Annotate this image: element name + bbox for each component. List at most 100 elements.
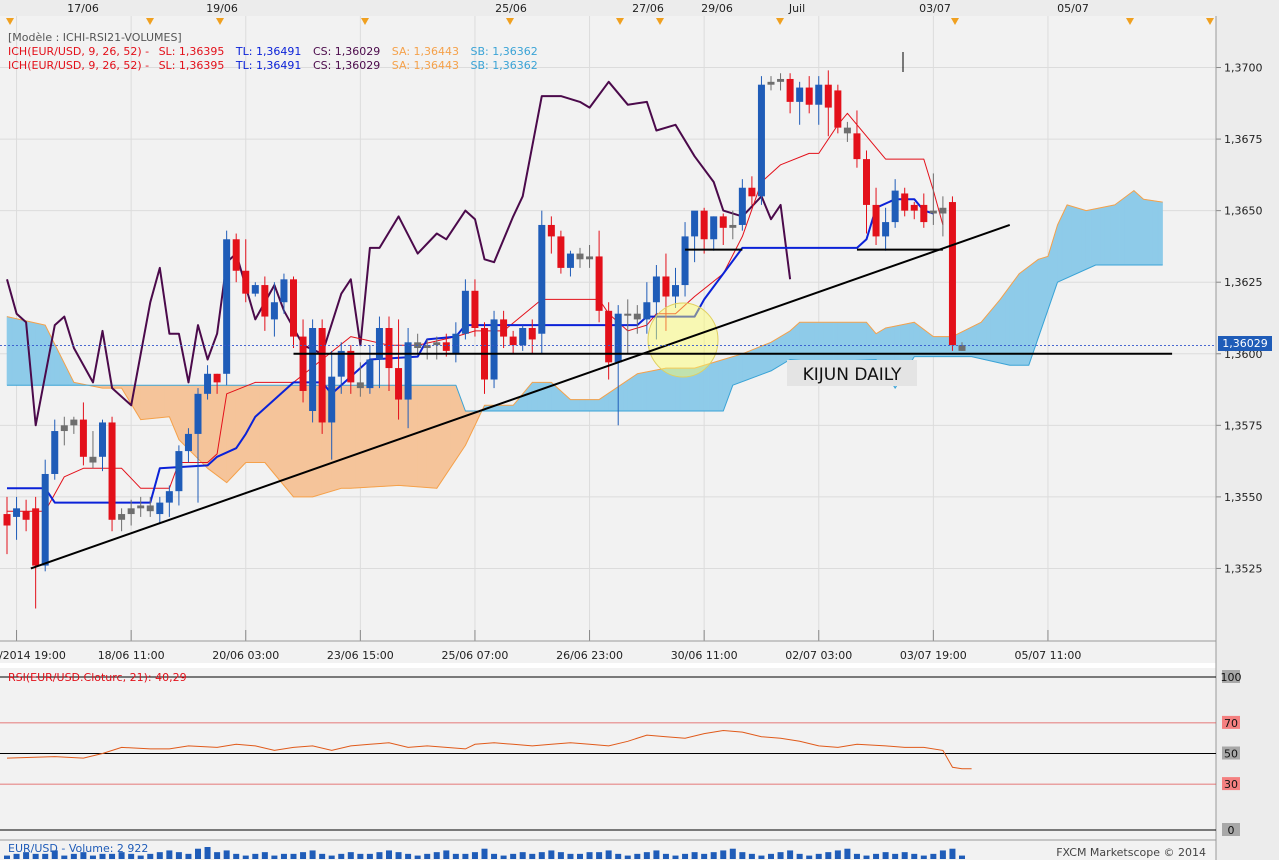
cloud-segment bbox=[149, 384, 156, 419]
candle-body bbox=[566, 253, 574, 268]
volume-bar bbox=[577, 853, 583, 859]
annotation-box[interactable] bbox=[787, 360, 917, 386]
cloud-segment bbox=[255, 384, 261, 463]
cloud-segment bbox=[212, 384, 218, 477]
cloud-segment bbox=[827, 321, 834, 363]
time-tick-label: 26/06 23:00 bbox=[556, 649, 623, 662]
rsi-level-badge bbox=[1222, 715, 1240, 729]
time-tick-label: 20/06 03:00 bbox=[212, 649, 279, 662]
candle-body bbox=[242, 270, 250, 294]
marker-triangle bbox=[951, 18, 959, 25]
price-tick-label: 1,3650 bbox=[1224, 205, 1263, 218]
cloud-segment bbox=[837, 321, 843, 362]
cloud-segment bbox=[1057, 214, 1063, 283]
cloud-segment bbox=[799, 321, 805, 362]
candle-body bbox=[853, 133, 861, 160]
candle-body bbox=[261, 285, 269, 317]
rsi-level-badge bbox=[1222, 670, 1240, 683]
candle-body bbox=[910, 204, 918, 211]
candle-body bbox=[614, 313, 622, 363]
marker-triangle bbox=[216, 18, 224, 25]
volume-bar bbox=[128, 853, 135, 859]
volume-bar bbox=[959, 855, 965, 859]
candle-body bbox=[901, 193, 909, 211]
volume-bar bbox=[710, 852, 717, 859]
candle-body bbox=[433, 342, 441, 346]
time-tick-label: 02/07 03:00 bbox=[785, 649, 852, 662]
cloud-segment bbox=[1109, 204, 1116, 266]
price-tick-label: 1,3600 bbox=[1224, 348, 1263, 361]
volume-bar bbox=[242, 855, 249, 859]
cloud-segment bbox=[622, 379, 629, 412]
senkou-span-a-line bbox=[6, 190, 1163, 498]
cloud-segment bbox=[742, 351, 748, 383]
rsi-level-label: 70 bbox=[1224, 717, 1238, 730]
candle-body bbox=[863, 159, 870, 205]
candle-body bbox=[576, 253, 584, 260]
cloud-segment bbox=[536, 382, 543, 412]
candle-body bbox=[70, 419, 78, 426]
candle-body bbox=[672, 285, 679, 297]
top-date-label: 29/06 bbox=[701, 2, 733, 15]
cloud-segment bbox=[345, 384, 352, 489]
volume-bar bbox=[23, 852, 30, 859]
cloud-segment bbox=[202, 384, 208, 469]
volume-bar bbox=[892, 853, 899, 859]
volume-bar bbox=[777, 852, 784, 859]
candle-body bbox=[3, 514, 11, 526]
cloud-segment bbox=[636, 372, 643, 412]
volume-bar bbox=[720, 850, 727, 859]
candle-body bbox=[786, 78, 794, 102]
volume-bar bbox=[529, 853, 536, 859]
legend-tl: TL: 1,36491 bbox=[235, 45, 302, 58]
candle-body bbox=[60, 425, 68, 432]
cloud-segment bbox=[278, 384, 285, 487]
cloud-segment bbox=[417, 384, 423, 488]
candle-body bbox=[423, 345, 431, 349]
candle-body bbox=[796, 87, 804, 102]
volume-bar bbox=[605, 850, 612, 859]
cloud-segment bbox=[641, 371, 648, 412]
cloud-segment bbox=[283, 384, 290, 492]
candle-body bbox=[366, 359, 374, 389]
volume-bar bbox=[662, 853, 669, 859]
cloud-segment bbox=[1028, 262, 1034, 366]
cloud-segment bbox=[1085, 209, 1092, 270]
cloud-segment bbox=[426, 384, 433, 489]
candle-body bbox=[490, 319, 498, 380]
cloud-segment bbox=[441, 384, 447, 483]
top-date-label: 03/07 bbox=[919, 2, 951, 15]
candle-body bbox=[299, 336, 307, 391]
legend-name: ICH(EUR/USD, 9, 26, 52) - bbox=[8, 45, 149, 58]
candle-body bbox=[318, 328, 326, 423]
volume-bar bbox=[42, 853, 49, 859]
time-tick-label: 30/06 11:00 bbox=[671, 649, 738, 662]
marker-triangle bbox=[776, 18, 784, 25]
top-date-label: 19/06 bbox=[206, 2, 238, 15]
cloud-segment bbox=[340, 384, 347, 489]
volume-bar bbox=[834, 850, 841, 859]
cloud-segment bbox=[364, 384, 371, 488]
volume-bar bbox=[653, 850, 660, 859]
candle-body bbox=[309, 328, 317, 412]
cloud-segment bbox=[6, 316, 13, 386]
cloud-segment bbox=[713, 360, 719, 412]
cloud-segment bbox=[656, 368, 662, 412]
candle-body bbox=[939, 207, 947, 214]
volume-bar bbox=[424, 853, 431, 859]
candle-body bbox=[586, 256, 594, 260]
volume-bar bbox=[32, 853, 39, 859]
volume-bar bbox=[300, 852, 307, 859]
cloud-segment bbox=[770, 338, 777, 372]
candle-body bbox=[958, 345, 966, 351]
volume-bar bbox=[853, 853, 860, 859]
candle-body bbox=[375, 328, 383, 360]
candle-body bbox=[528, 328, 536, 340]
candle-body bbox=[643, 302, 651, 320]
kijun-daily-annotation: KIJUN DAILY bbox=[803, 365, 902, 385]
volume-bar bbox=[557, 852, 564, 859]
cloud-segment bbox=[1100, 206, 1106, 266]
legend-sl: SL: 1,36395 bbox=[159, 59, 225, 72]
cloud-segment bbox=[1090, 208, 1096, 268]
volume-bar bbox=[376, 852, 383, 859]
